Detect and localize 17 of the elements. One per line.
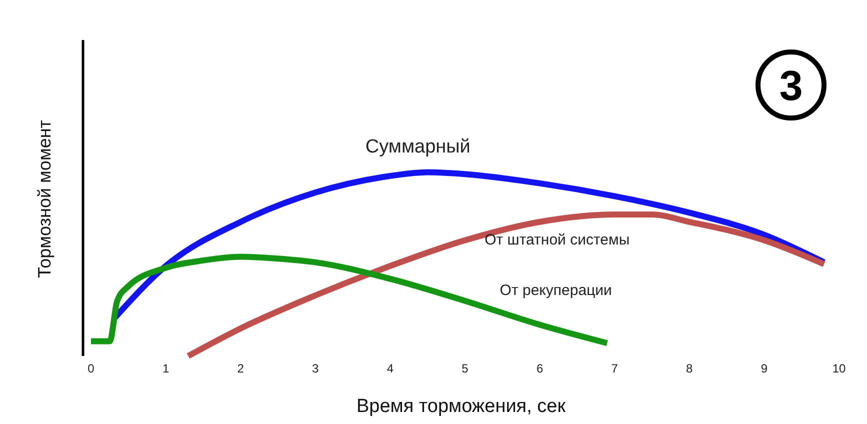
x-tick-label: 10 (832, 362, 846, 376)
x-axis-title: Время торможения, сек (356, 396, 566, 417)
series-label: От штатной системы (484, 232, 630, 249)
x-tick-label: 5 (462, 362, 469, 376)
x-tick-label: 4 (386, 362, 394, 376)
x-tick-label: 6 (536, 362, 544, 376)
x-tick-label: 1 (162, 362, 170, 376)
x-tick-label: 7 (611, 362, 618, 376)
x-tick-label: 8 (686, 362, 694, 376)
x-tick-label: 9 (760, 362, 768, 376)
text: 3 (779, 62, 803, 109)
x-tick-label: 0 (88, 362, 95, 376)
y-axis-title: Тормозной момент (34, 120, 54, 278)
series-label: Суммарный (365, 136, 470, 158)
x-tick-label: 3 (312, 362, 320, 376)
series-label: От рекуперации (500, 282, 612, 299)
x-tick-label: 2 (237, 362, 244, 376)
